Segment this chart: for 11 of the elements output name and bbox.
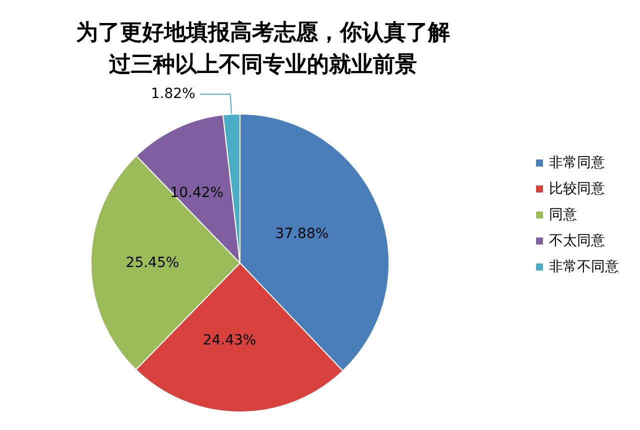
- data-label: 24.43%: [202, 332, 256, 349]
- data-label: 37.88%: [275, 226, 329, 242]
- data-label: 25.45%: [126, 254, 180, 271]
- legend-label: 比较同意: [549, 181, 605, 197]
- legend-label: 同意: [549, 207, 577, 223]
- chart-title: 为了更好地填报高考志愿，你认真了解过三种以上不同专业的就业前景: [76, 20, 450, 78]
- legend-label: 不太同意: [549, 233, 605, 249]
- legend-label: 非常不同意: [549, 259, 619, 275]
- data-label: 10.42%: [170, 184, 224, 201]
- data-label: 1.82%: [150, 86, 196, 102]
- legend-label: 非常同意: [549, 155, 605, 171]
